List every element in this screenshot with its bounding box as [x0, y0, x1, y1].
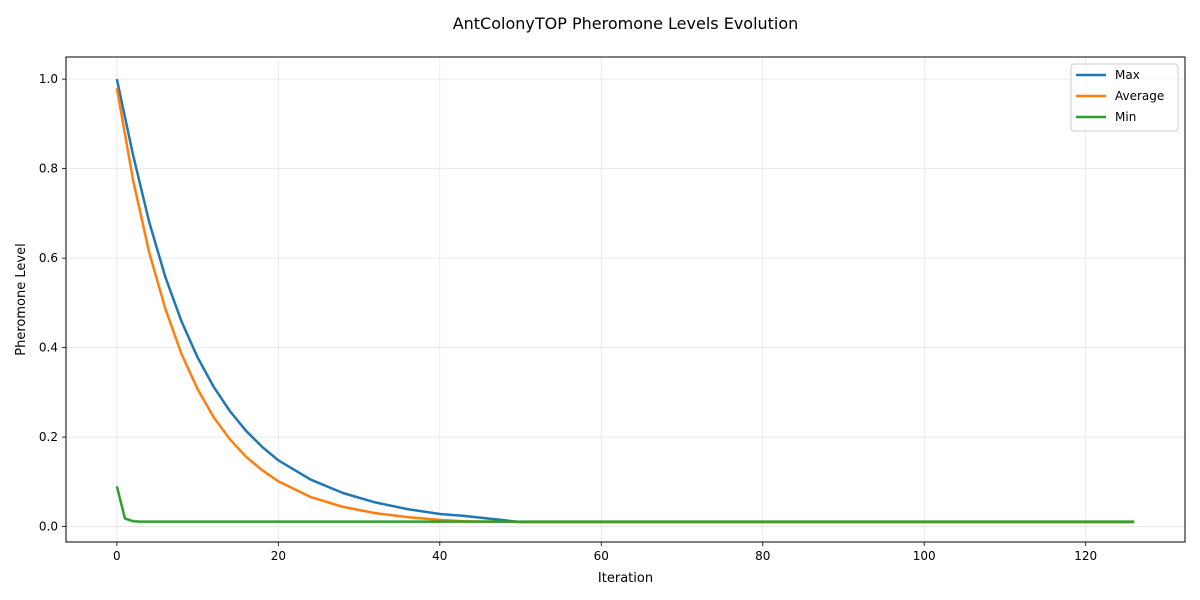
y-axis-label: Pheromone Level: [14, 243, 29, 355]
x-tick-label: 120: [1074, 549, 1097, 563]
series-lines: [115, 78, 1135, 524]
legend-label-average: Average: [1115, 89, 1164, 103]
x-tick-label: 80: [755, 549, 770, 563]
legend: Max Average Min: [1070, 63, 1179, 132]
x-tick-label: 20: [271, 549, 286, 563]
x-tick-label: 40: [432, 549, 447, 563]
grid: [66, 57, 1185, 542]
legend-box: [1070, 63, 1179, 132]
y-tick-label: 0.0: [39, 520, 58, 534]
axis-ticks: 0 20 40 60 80 100 120 0.0 0.2 0.4 0.6 0.8 1.0: [39, 72, 1097, 563]
chart-title: AntColonyTOP Pheromone Levels Evolution: [453, 14, 799, 33]
plot-area-frame: [65, 56, 1186, 543]
legend-label-max: Max: [1115, 68, 1140, 82]
y-tick-label: 0.4: [39, 341, 58, 355]
y-tick-label: 0.8: [39, 162, 58, 176]
y-tick-label: 0.2: [39, 430, 58, 444]
x-tick-label: 100: [913, 549, 936, 563]
y-tick-label: 1.0: [39, 72, 58, 86]
x-axis-label: Iteration: [598, 571, 653, 586]
series-line-min: [115, 485, 1135, 523]
legend-label-min: Min: [1115, 110, 1136, 124]
y-tick-label: 0.6: [39, 251, 58, 265]
x-tick-label: 0: [113, 549, 121, 563]
x-tick-label: 60: [594, 549, 609, 563]
